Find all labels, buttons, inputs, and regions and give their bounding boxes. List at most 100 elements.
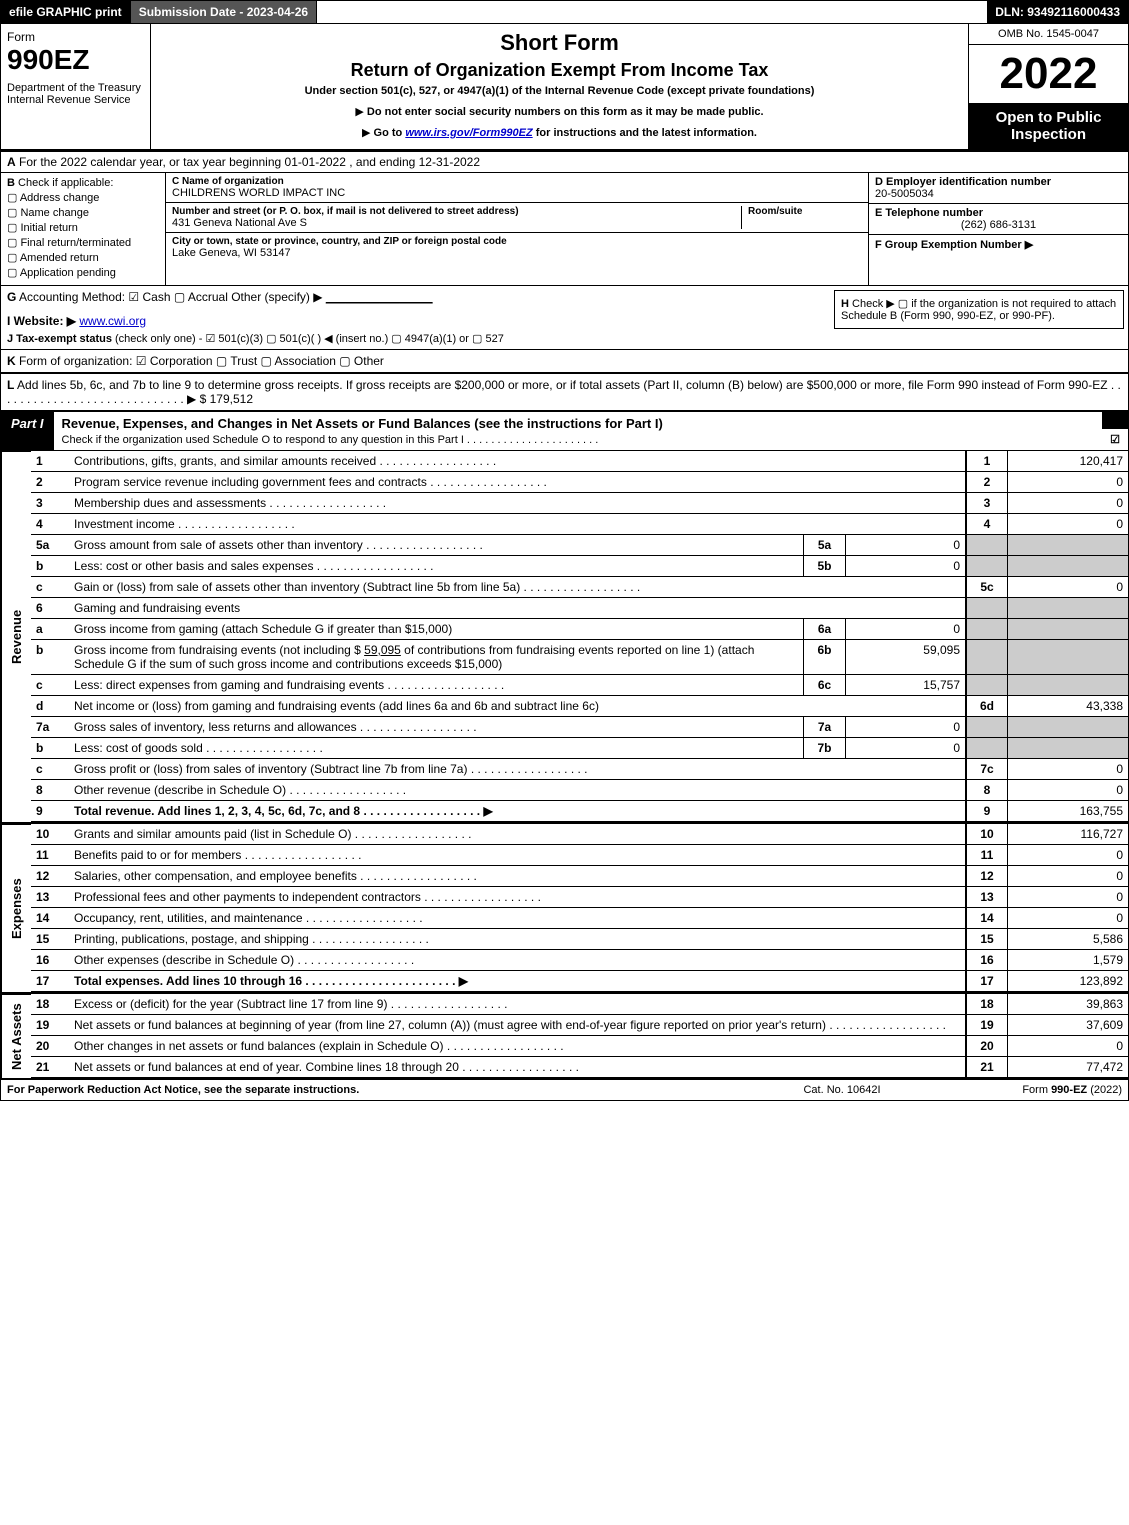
section-h: H Check ▶ ▢ if the organization is not r… — [828, 286, 1128, 349]
section-b-lbl: B — [7, 177, 15, 189]
l16-rval: 1,579 — [1008, 950, 1128, 971]
l5a-gray1 — [966, 535, 1008, 556]
l7b-sn: 7b — [804, 738, 846, 759]
l6d-rnum: 6d — [966, 696, 1008, 717]
section-d: D Employer identification number 20-5005… — [869, 173, 1128, 204]
notice-ssn: Do not enter social security numbers on … — [157, 105, 962, 118]
org-name-block: C Name of organization CHILDRENS WORLD I… — [166, 173, 868, 203]
l7b-gray2 — [1008, 738, 1128, 759]
j-label: J Tax-exempt status — [7, 333, 112, 345]
l7b-num: b — [31, 738, 69, 759]
header-left: Form 990EZ Department of the Treasury In… — [1, 24, 151, 149]
l21-rnum: 21 — [966, 1057, 1008, 1078]
revenue-side-label: Revenue — [1, 451, 31, 822]
chk-final-return[interactable]: Final return/terminated — [7, 236, 159, 249]
header-right: OMB No. 1545-0047 2022 Open to Public In… — [968, 24, 1128, 149]
l12-rval: 0 — [1008, 866, 1128, 887]
l6-gray1 — [966, 598, 1008, 619]
city-label: City or town, state or province, country… — [172, 236, 862, 247]
part1-label: Part I — [1, 412, 54, 450]
l6b-sv: 59,095 — [846, 640, 966, 675]
i-label: I Website: ▶ — [7, 314, 76, 328]
website-link[interactable]: www.cwi.org — [79, 314, 146, 328]
l5b-gray1 — [966, 556, 1008, 577]
section-a: A For the 2022 calendar year, or tax yea… — [0, 150, 1129, 173]
l14-rnum: 14 — [966, 908, 1008, 929]
l7b-desc: Less: cost of goods sold — [69, 738, 804, 759]
dln-number: DLN: 93492116000433 — [987, 1, 1128, 23]
ein-label: D Employer identification number — [875, 176, 1051, 188]
l19-rnum: 19 — [966, 1015, 1008, 1036]
chk-amended-return[interactable]: Amended return — [7, 251, 159, 264]
l2-rnum: 2 — [966, 472, 1008, 493]
efile-label[interactable]: efile GRAPHIC print — [1, 1, 131, 23]
l7c-num: c — [31, 759, 69, 780]
part1-header: Part I Revenue, Expenses, and Changes in… — [0, 411, 1129, 451]
l6-num: 6 — [31, 598, 69, 619]
l4-desc: Investment income — [69, 514, 966, 535]
l6a-num: a — [31, 619, 69, 640]
page-footer: For Paperwork Reduction Act Notice, see … — [0, 1078, 1129, 1101]
section-k: K Form of organization: ☑ Corporation ▢ … — [0, 350, 1129, 374]
l13-rnum: 13 — [966, 887, 1008, 908]
street-block: Number and street (or P. O. box, if mail… — [166, 203, 868, 233]
sections-g-h: G Accounting Method: ☑ Cash ▢ Accrual Ot… — [0, 286, 1129, 350]
l7a-sv: 0 — [846, 717, 966, 738]
form-label: Form — [7, 30, 144, 44]
l7c-desc: Gross profit or (loss) from sales of inv… — [69, 759, 966, 780]
l3-desc: Membership dues and assessments — [69, 493, 966, 514]
l7b-gray1 — [966, 738, 1008, 759]
l20-rval: 0 — [1008, 1036, 1128, 1057]
l6b-gray1 — [966, 640, 1008, 675]
l5a-desc: Gross amount from sale of assets other t… — [69, 535, 804, 556]
l15-rnum: 15 — [966, 929, 1008, 950]
chk-application-pending[interactable]: Application pending — [7, 266, 159, 279]
l5b-sv: 0 — [846, 556, 966, 577]
section-b-hdr: Check if applicable: — [18, 177, 113, 189]
l19-rval: 37,609 — [1008, 1015, 1128, 1036]
k-label: K — [7, 354, 16, 368]
open-inspection: Open to Public Inspection — [969, 103, 1128, 149]
notice-goto: Go to www.irs.gov/Form990EZ for instruct… — [157, 126, 962, 139]
l9-rval: 163,755 — [1008, 801, 1128, 822]
part1-checkbox[interactable]: ☑ — [1102, 429, 1128, 450]
form-header: Form 990EZ Department of the Treasury In… — [0, 24, 1129, 150]
l5a-num: 5a — [31, 535, 69, 556]
l6c-sv: 15,757 — [846, 675, 966, 696]
l14-num: 14 — [31, 908, 69, 929]
section-b: B Check if applicable: Address change Na… — [1, 173, 166, 285]
org-name-label: C Name of organization — [172, 176, 862, 187]
chk-address-change[interactable]: Address change — [7, 191, 159, 204]
l17-desc: Total expenses. Add lines 10 through 16 … — [69, 971, 966, 992]
l11-rval: 0 — [1008, 845, 1128, 866]
l5c-rval: 0 — [1008, 577, 1128, 598]
dept-text: Department of the Treasury Internal Reve… — [7, 82, 144, 106]
street-value: 431 Geneva National Ave S — [172, 217, 307, 229]
chk-initial-return[interactable]: Initial return — [7, 221, 159, 234]
l19-num: 19 — [31, 1015, 69, 1036]
l21-desc: Net assets or fund balances at end of ye… — [69, 1057, 966, 1078]
h-label: H — [841, 298, 849, 310]
l3-rnum: 3 — [966, 493, 1008, 514]
l15-rval: 5,586 — [1008, 929, 1128, 950]
l10-rnum: 10 — [966, 824, 1008, 845]
footer-formref: Form 990-EZ (2022) — [942, 1084, 1122, 1096]
chk-name-change[interactable]: Name change — [7, 206, 159, 219]
irs-link[interactable]: www.irs.gov/Form990EZ — [405, 127, 532, 139]
l6c-gray2 — [1008, 675, 1128, 696]
l17-rval: 123,892 — [1008, 971, 1128, 992]
l5b-desc: Less: cost or other basis and sales expe… — [69, 556, 804, 577]
l6-gray2 — [1008, 598, 1128, 619]
l6b-num: b — [31, 640, 69, 675]
l5c-desc: Gain or (loss) from sale of assets other… — [69, 577, 966, 598]
l5a-sv: 0 — [846, 535, 966, 556]
l5a-gray2 — [1008, 535, 1128, 556]
footer-catno: Cat. No. 10642I — [742, 1084, 942, 1096]
l5b-sn: 5b — [804, 556, 846, 577]
group-label: F Group Exemption Number ▶ — [875, 239, 1033, 251]
l15-desc: Printing, publications, postage, and shi… — [69, 929, 966, 950]
l6-desc: Gaming and fundraising events — [69, 598, 966, 619]
l6c-desc: Less: direct expenses from gaming and fu… — [69, 675, 804, 696]
phone-value: (262) 686-3131 — [875, 219, 1122, 231]
l12-rnum: 12 — [966, 866, 1008, 887]
